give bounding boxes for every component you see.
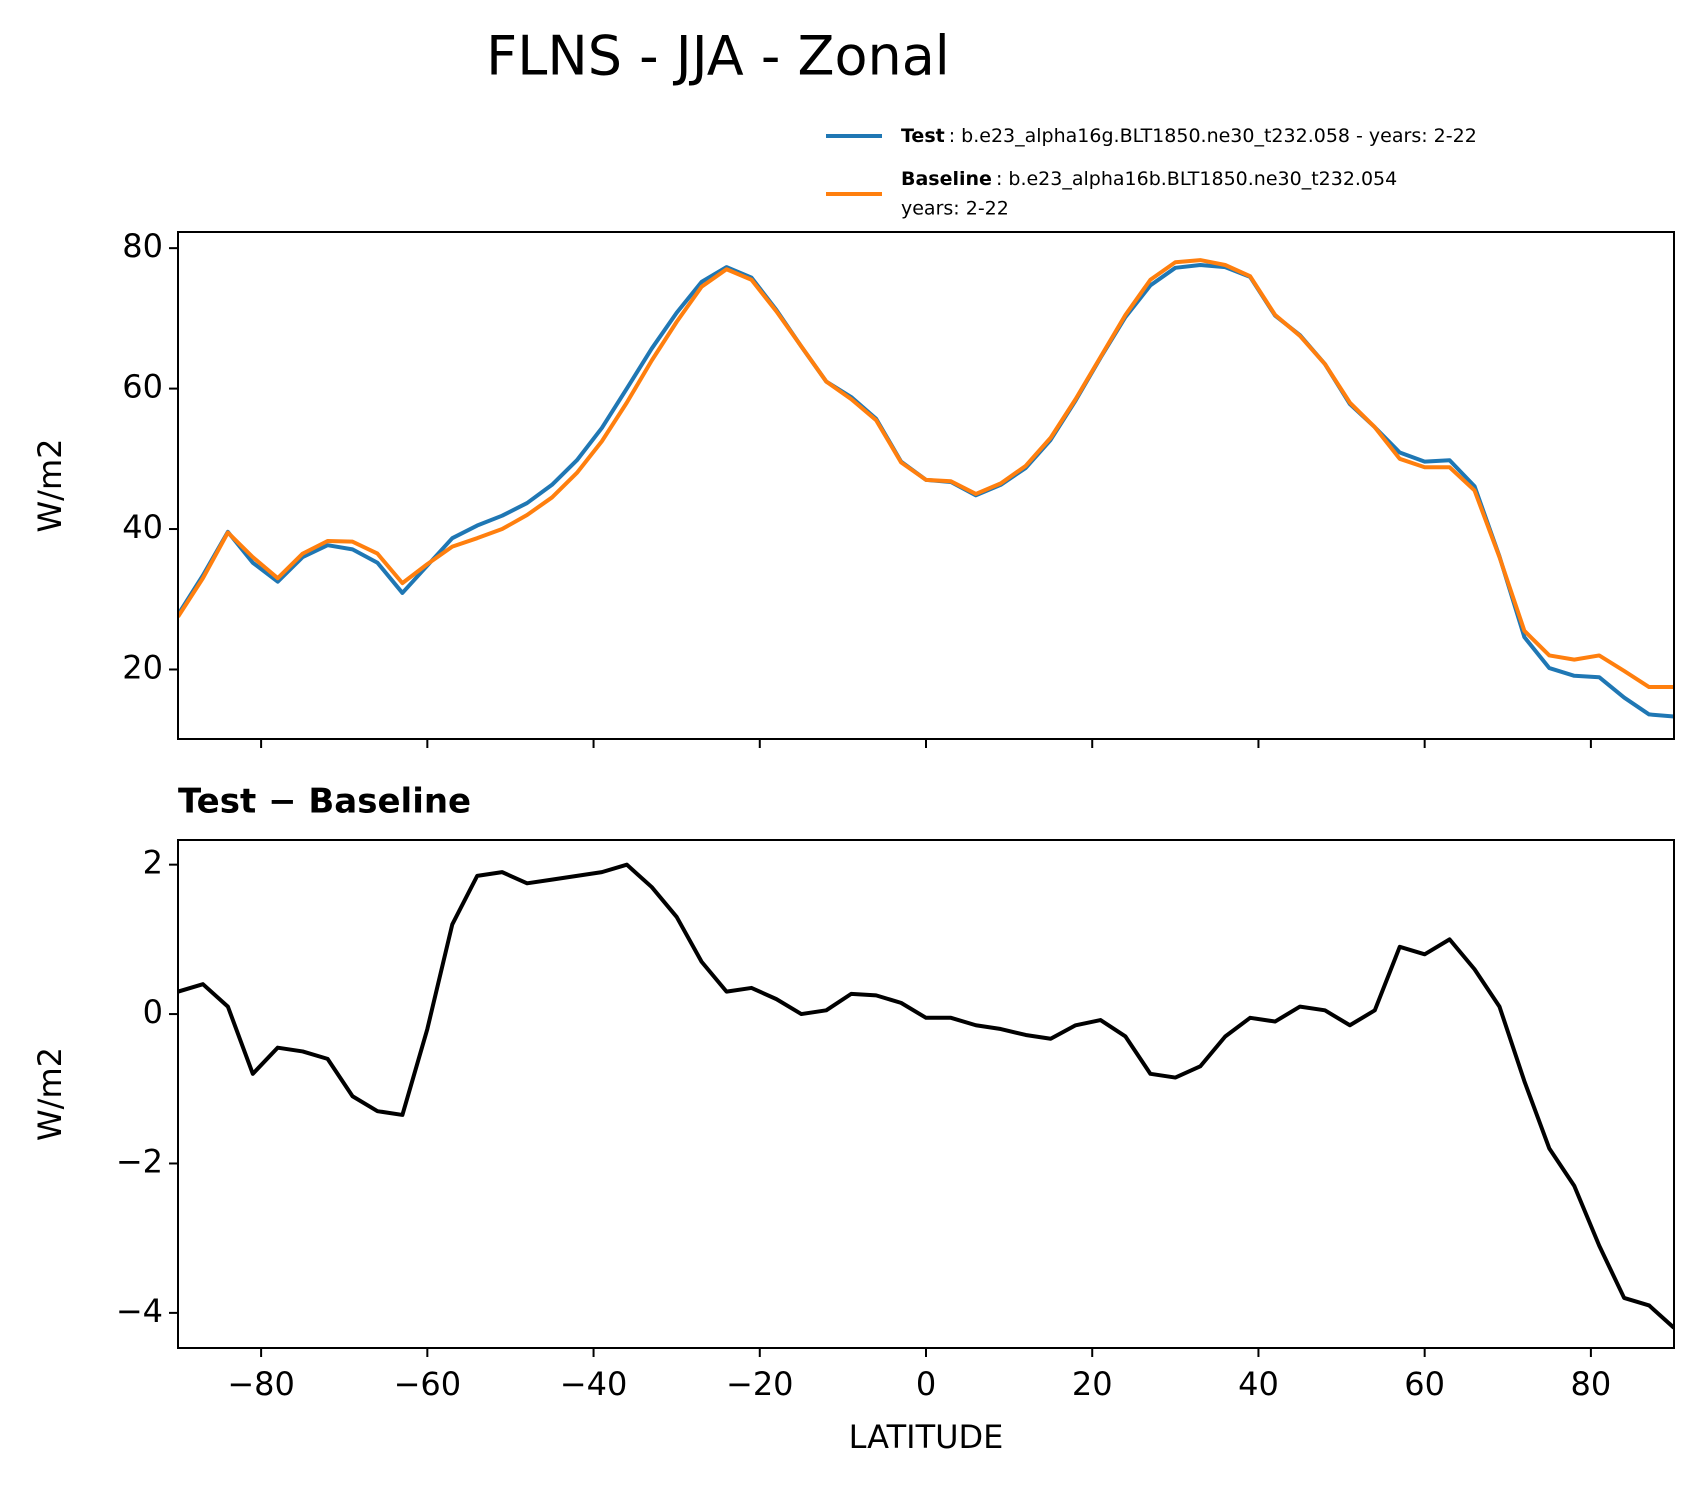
- plot-area: [178, 862, 1674, 1330]
- x-tick-label: −20: [726, 1365, 794, 1403]
- legend-text: : b.e23_alpha16g.BLT1850.ne30_t232.058 -…: [949, 125, 1477, 147]
- legend-text: years: 2-22: [901, 198, 1009, 220]
- y-tick-label: −4: [116, 1292, 163, 1330]
- x-tick-label: 0: [916, 1365, 936, 1403]
- series-line: [178, 258, 1674, 690]
- x-axis-label: LATITUDE: [849, 1418, 1004, 1456]
- plot-area: [178, 258, 1674, 719]
- x-tick-label: 60: [1404, 1365, 1445, 1403]
- y-axis-label: W/m2: [31, 439, 69, 533]
- legend-name: Test: [901, 125, 945, 147]
- y-tick-label: 80: [122, 227, 163, 265]
- y-tick-label: 2: [143, 844, 163, 882]
- x-tick-label: 40: [1238, 1365, 1279, 1403]
- y-axis-label: W/m2: [31, 1047, 69, 1141]
- x-tick-label: 80: [1571, 1365, 1612, 1403]
- legend-text: : b.e23_alpha16b.BLT1850.ne30_t232.054: [996, 168, 1397, 190]
- x-tick-label: −40: [560, 1365, 628, 1403]
- legend-label: Baseline: b.e23_alpha16b.BLT1850.ne30_t2…: [901, 168, 1397, 190]
- subplot-title: Test − Baseline: [178, 782, 471, 822]
- y-tick-label: −2: [116, 1142, 163, 1180]
- legend-label: Test: b.e23_alpha16g.BLT1850.ne30_t232.0…: [901, 125, 1477, 147]
- series-line: [178, 862, 1674, 1330]
- x-tick-label: 20: [1072, 1365, 1113, 1403]
- x-tick-label: −80: [227, 1365, 295, 1403]
- y-tick-label: 40: [122, 508, 163, 546]
- legend-name: Baseline: [901, 168, 992, 190]
- figure-title: FLNS - JJA - Zonal: [486, 25, 950, 88]
- y-tick-label: 20: [122, 648, 163, 686]
- x-tick-label: −60: [394, 1365, 462, 1403]
- y-tick-label: 0: [143, 993, 163, 1031]
- y-tick-label: 60: [122, 368, 163, 406]
